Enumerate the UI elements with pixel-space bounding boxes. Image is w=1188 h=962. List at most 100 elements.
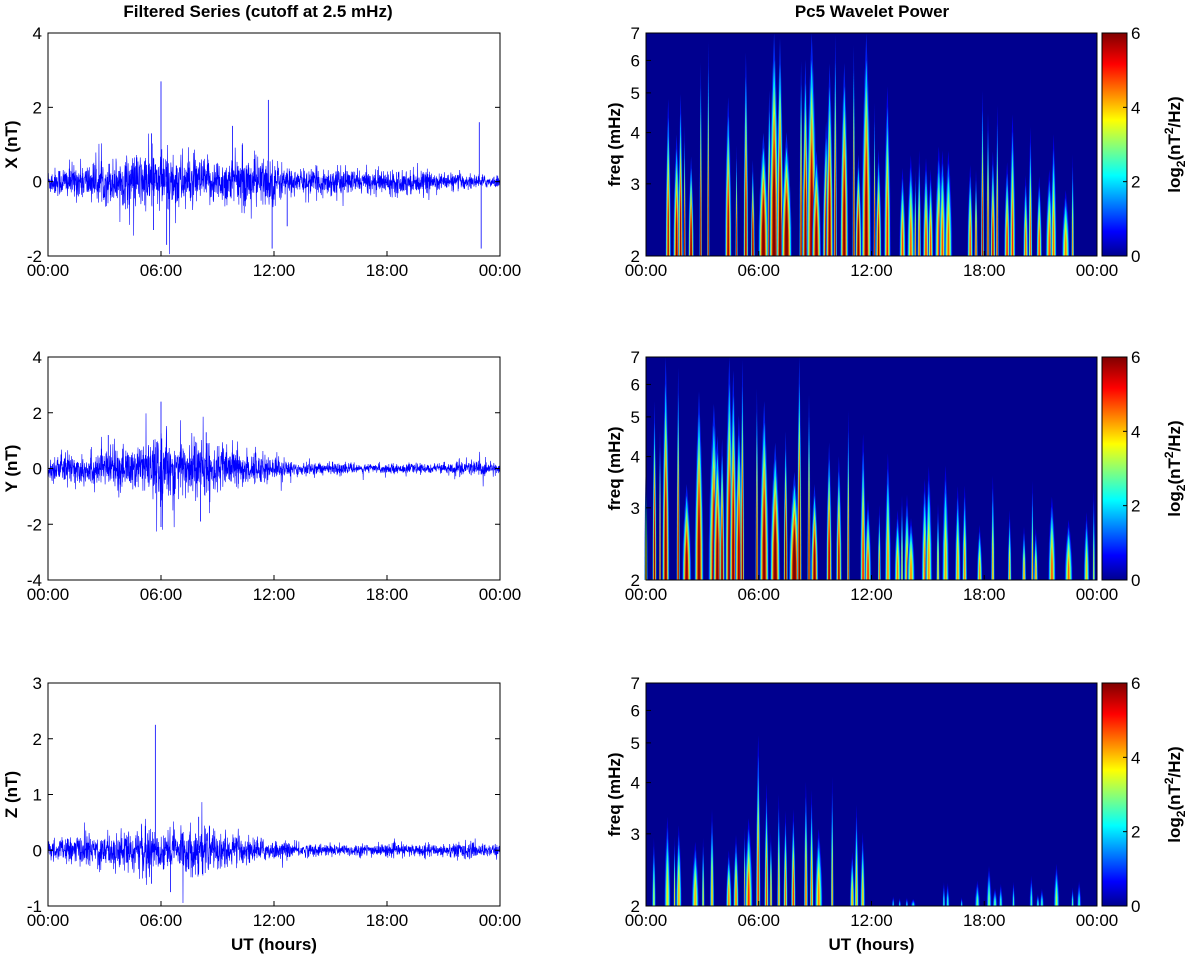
- x-axis-label: UT (hours): [231, 935, 317, 954]
- series-line: [47, 413, 501, 532]
- power-streak: [804, 177, 806, 256]
- ytick-label: 0: [33, 841, 42, 860]
- power-streak: [678, 873, 680, 906]
- power-streak: [675, 207, 678, 256]
- power-streak: [1072, 898, 1073, 906]
- power-streak: [1037, 901, 1039, 906]
- power-streak: [785, 520, 787, 580]
- power-streak: [798, 490, 800, 580]
- ytick-label: 5: [631, 408, 640, 427]
- timeseries-panel-x: -2 0 2 4 00:00 06:00 12:00 18:00 00:00 X (nT): [2, 24, 521, 280]
- power-streak: [843, 178, 846, 256]
- y-axis-label: Y (nT): [2, 445, 21, 493]
- power-streak: [1013, 896, 1014, 906]
- timeseries-xtick-label: 12:00: [253, 585, 296, 604]
- power-streak: [988, 890, 990, 906]
- power-streak: [892, 902, 894, 906]
- power-streak: [735, 877, 737, 906]
- colorbar-tick-label: 2: [1131, 173, 1140, 192]
- power-streak: [994, 898, 996, 906]
- power-streak: [1051, 546, 1053, 580]
- power-streak: [1041, 899, 1043, 906]
- timeseries-xtick-label: 18:00: [366, 261, 409, 280]
- timeseries-xtick-label: 18:00: [366, 911, 409, 930]
- power-streak: [654, 508, 655, 580]
- ytick-label: 2: [33, 404, 42, 423]
- ytick-label: 3: [631, 175, 640, 194]
- ytick-label: 3: [33, 674, 42, 693]
- ytick-label: 6: [631, 51, 640, 70]
- power-streak: [992, 538, 994, 580]
- power-streak: [1030, 204, 1031, 256]
- colorbar-tick-label: 2: [1131, 497, 1140, 516]
- timeseries-xtick-label: 12:00: [253, 261, 296, 280]
- ytick-label: 3: [631, 825, 640, 844]
- y-axis-label: freq (mHz): [605, 752, 624, 836]
- power-streak: [1067, 555, 1070, 580]
- ytick-label: 5: [631, 84, 640, 103]
- timeseries-xtick-label: 06:00: [140, 261, 183, 280]
- power-streak: [1032, 540, 1033, 580]
- wavelet-xtick-label: 00:00: [625, 261, 668, 280]
- power-streak: [728, 883, 730, 906]
- wavelet-xtick-label: 00:00: [1076, 585, 1119, 604]
- ytick-label: 7: [631, 348, 640, 367]
- power-streak: [1031, 893, 1032, 906]
- power-streak: [1056, 889, 1058, 906]
- power-streak: [987, 198, 989, 256]
- colorbar-tick-label: 0: [1131, 571, 1140, 590]
- power-streak: [992, 214, 994, 256]
- power-streak: [747, 870, 750, 906]
- wavelet-panel-x: 2 3 4 5 6 7 00:00 06:00 12:00 18:00 00:00 freq (mHz…: [605, 24, 1188, 280]
- power-streak: [1093, 543, 1095, 580]
- power-streak: [792, 867, 794, 906]
- power-streak: [785, 868, 786, 906]
- power-streak: [947, 896, 949, 906]
- power-streak: [944, 534, 947, 580]
- power-streak: [930, 221, 932, 256]
- y-axis-label: X (nT): [2, 120, 21, 168]
- colorbar-tick-label: 6: [1131, 348, 1140, 367]
- colorbar-tick-label: 0: [1131, 897, 1140, 916]
- colorbar-gradient: [1101, 356, 1128, 581]
- plot-area: [48, 683, 500, 906]
- power-streak: [928, 534, 930, 580]
- power-streak: [694, 880, 696, 906]
- colorbar: 0 2 4 6 log2(nT2/Hz): [1101, 674, 1188, 916]
- power-streak: [756, 503, 758, 580]
- power-streak: [976, 895, 978, 906]
- power-streak: [811, 859, 812, 906]
- power-streak: [887, 529, 889, 580]
- power-streak: [1086, 552, 1088, 580]
- ytick-label: 4: [631, 774, 640, 793]
- power-streak: [793, 536, 796, 580]
- power-streak: [896, 552, 899, 580]
- power-streak: [848, 512, 849, 580]
- ytick-label: 4: [33, 348, 42, 367]
- power-streak: [1011, 199, 1014, 256]
- power-streak: [1078, 896, 1080, 906]
- ytick-label: 2: [631, 897, 640, 916]
- power-streak: [1053, 207, 1055, 256]
- power-streak: [943, 896, 945, 906]
- ytick-label: -1: [27, 897, 42, 916]
- power-streak: [1048, 221, 1051, 256]
- power-streak: [653, 878, 655, 906]
- wavelet-xtick-label: 18:00: [963, 585, 1006, 604]
- power-streak: [862, 876, 864, 906]
- power-streak: [779, 168, 781, 256]
- power-streak: [918, 213, 920, 256]
- power-streak: [1064, 229, 1067, 256]
- power-streak: [813, 541, 816, 580]
- power-streak: [1023, 558, 1025, 580]
- power-streak: [910, 555, 912, 580]
- power-streak: [745, 174, 747, 256]
- ytick-label: 4: [631, 448, 640, 467]
- ytick-label: -4: [27, 571, 42, 590]
- power-streak: [778, 861, 780, 906]
- power-streak: [878, 213, 880, 256]
- power-streak: [752, 217, 754, 256]
- wavelet-xtick-label: 06:00: [737, 585, 780, 604]
- timeseries-xtick-label: 00:00: [27, 261, 70, 280]
- ytick-label: 0: [33, 460, 42, 479]
